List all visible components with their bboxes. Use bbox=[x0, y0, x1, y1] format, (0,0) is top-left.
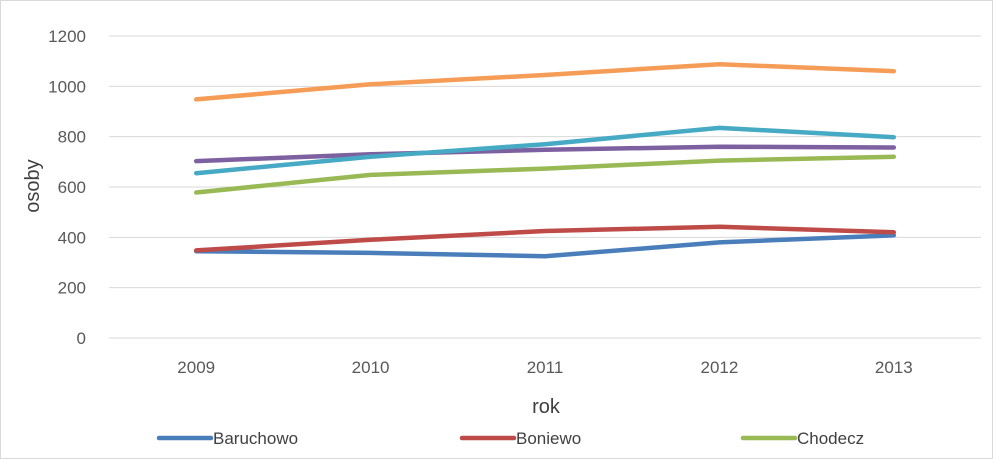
x-axis-title: rok bbox=[532, 396, 561, 418]
series-lines bbox=[193, 61, 897, 259]
x-tick-label: 2010 bbox=[352, 358, 390, 377]
tick-labels: 0 200 400 600 800 1000 1200 2009 2010 2011 2012 201… bbox=[48, 27, 913, 377]
series-line-boniewo bbox=[193, 224, 897, 253]
y-tick-label: 1000 bbox=[48, 77, 86, 96]
y-tick-label: 200 bbox=[58, 279, 86, 298]
y-tick-label: 800 bbox=[58, 128, 86, 147]
legend-label-chodecz: Chodecz bbox=[797, 429, 864, 448]
x-tick-label: 2012 bbox=[700, 358, 738, 377]
legend-label-boniewo: Boniewo bbox=[516, 429, 581, 448]
legend-label-baruchowo: Baruchowo bbox=[213, 429, 298, 448]
y-tick-label: 600 bbox=[58, 178, 86, 197]
x-tick-label: 2013 bbox=[875, 358, 913, 377]
x-tick-label: 2011 bbox=[527, 358, 564, 377]
y-axis-title: osoby bbox=[22, 159, 44, 212]
series-line-unlabeled-4 bbox=[193, 125, 897, 176]
y-tick-label: 0 bbox=[77, 329, 86, 348]
series-line-unlabeled-5 bbox=[193, 61, 897, 102]
series-line-chodecz bbox=[193, 154, 897, 195]
series-line-unlabeled-3 bbox=[193, 144, 897, 164]
x-tick-label: 2009 bbox=[177, 358, 215, 377]
series-line-baruchowo bbox=[193, 233, 897, 259]
y-tick-label: 400 bbox=[58, 228, 86, 247]
y-tick-label: 1200 bbox=[48, 27, 86, 46]
legend: Baruchowo Boniewo Chodecz bbox=[156, 429, 864, 448]
